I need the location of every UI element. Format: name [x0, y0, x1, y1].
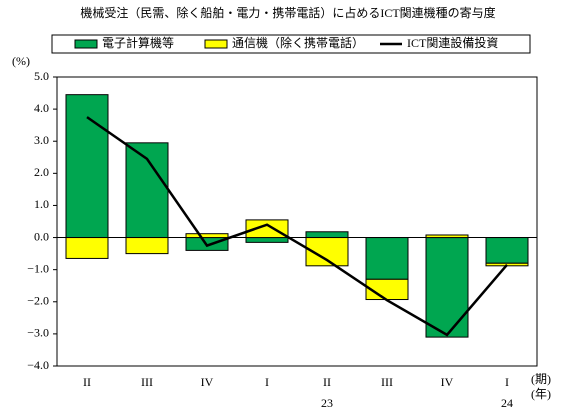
x-tick-label: III [141, 375, 153, 389]
x-tick-label: I [505, 375, 509, 389]
y-tick-label: −1.0 [27, 261, 49, 275]
bar [125, 142, 169, 239]
y-tick-label: 5.0 [34, 69, 49, 83]
y-tick-label: 0.0 [34, 229, 49, 243]
y-tick-label: −4.0 [27, 358, 49, 372]
x-tick-label: IV [441, 375, 454, 389]
bar [425, 234, 469, 239]
y-tick-label: 1.0 [34, 197, 49, 211]
legend-swatch [74, 39, 98, 49]
chart-title: 機械受注（民需、除く船舶・電力・携帯電話）に占めるICT関連機種の寄与度 [80, 5, 495, 20]
legend-swatch [204, 39, 228, 49]
x-tick-label: II [83, 375, 91, 389]
y-tick-label: 4.0 [34, 101, 49, 115]
bar [365, 237, 409, 280]
x-tick-label: II [323, 375, 331, 389]
year-unit: (年) [531, 387, 551, 401]
year-label: 24 [501, 396, 513, 410]
x-tick-label: IV [201, 375, 214, 389]
y-tick-label: −2.0 [27, 294, 49, 308]
line [86, 116, 508, 337]
legend-label: ICT関連設備投資 [407, 35, 498, 50]
x-unit: (期) [531, 372, 551, 386]
y-tick-label: −3.0 [27, 326, 49, 340]
bar [425, 237, 469, 338]
legend-box [51, 34, 531, 54]
legend-label: 通信機（除く携帯電話） [232, 35, 364, 50]
x-tick-label: III [381, 375, 393, 389]
bar [245, 219, 289, 239]
legend-label: 電子計算機等 [102, 35, 174, 50]
bar [305, 231, 349, 239]
x-tick-label: I [265, 375, 269, 389]
y-unit: (%) [12, 54, 30, 68]
bar [65, 94, 109, 239]
y-tick-label: 2.0 [34, 165, 49, 179]
bar [125, 237, 169, 255]
bar [65, 237, 109, 259]
y-tick-label: 3.0 [34, 133, 49, 147]
plot-frame [56, 76, 538, 367]
bar [245, 237, 289, 243]
bar [185, 233, 229, 239]
bar [485, 237, 529, 264]
year-label: 23 [321, 396, 333, 410]
